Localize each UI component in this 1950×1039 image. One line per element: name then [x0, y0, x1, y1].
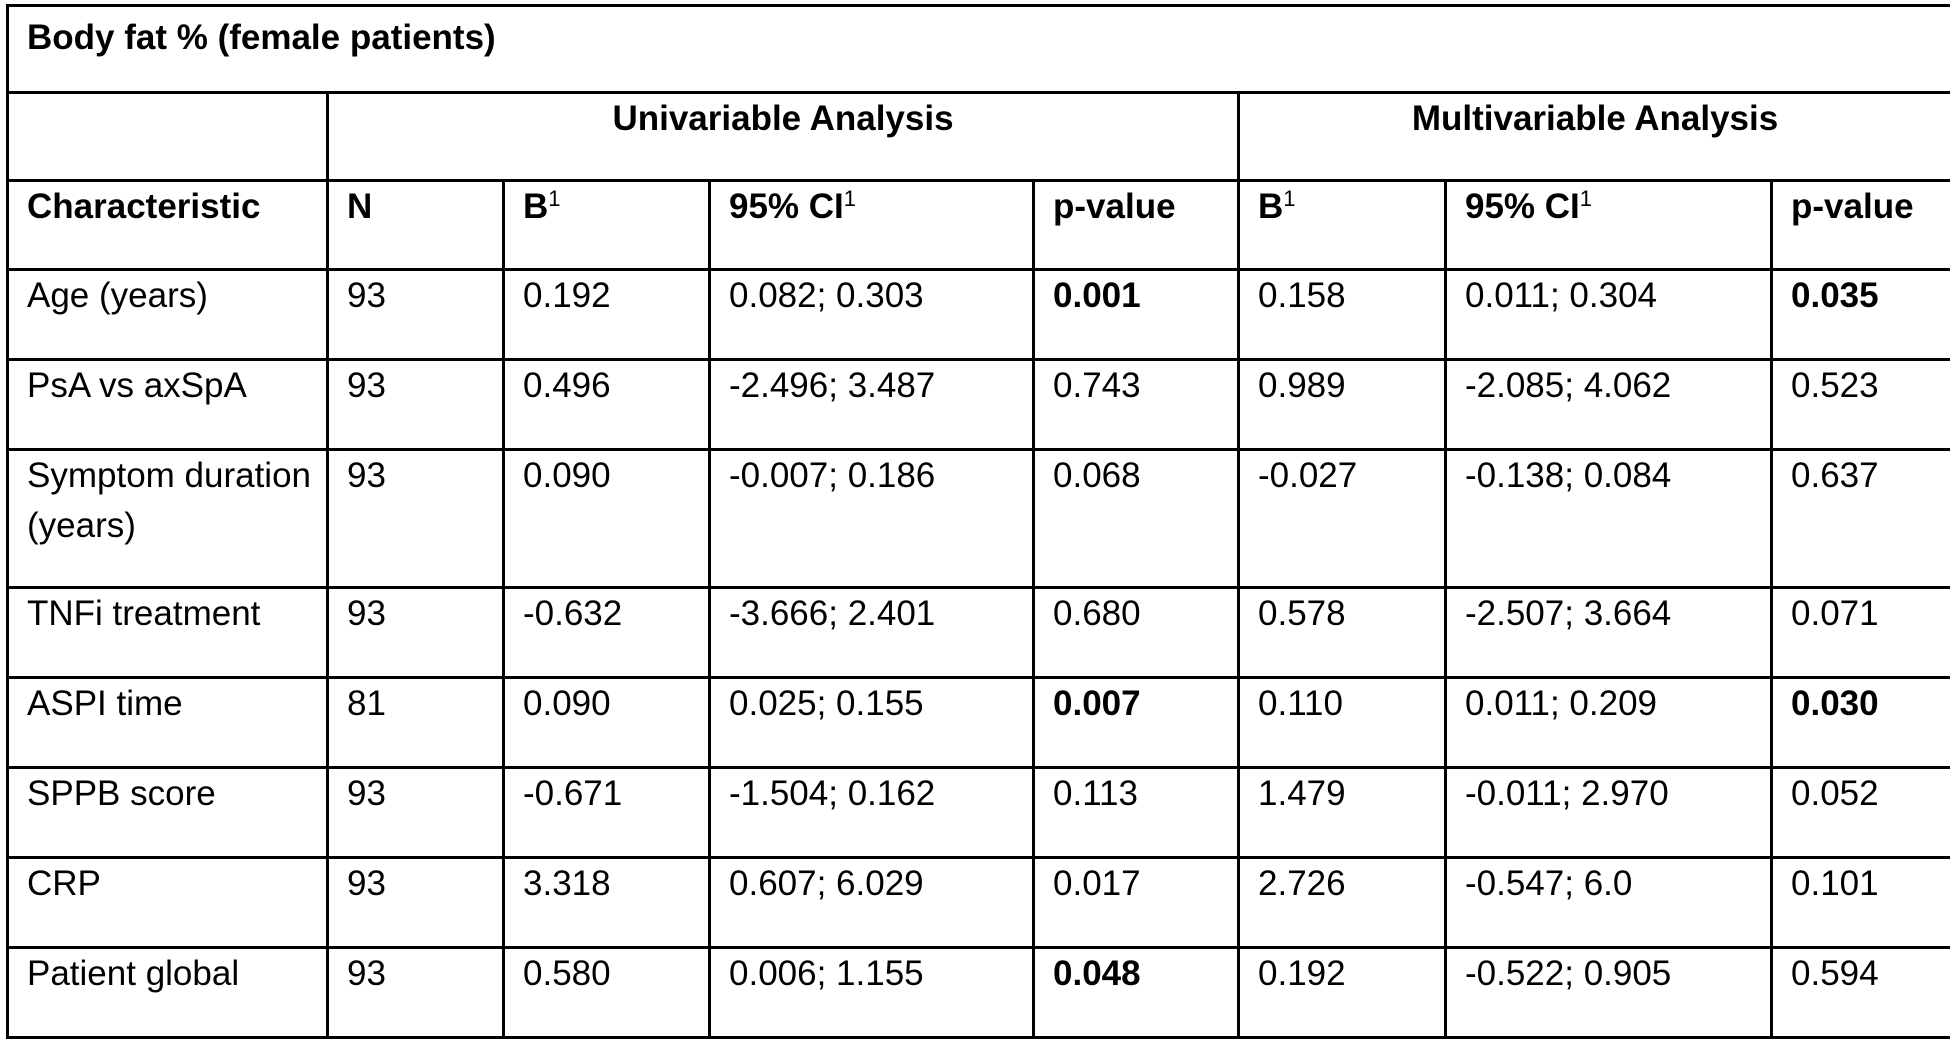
- row-uni-ci: -0.007; 0.186: [710, 450, 1034, 588]
- row-uni-ci: -3.666; 2.401: [710, 588, 1034, 678]
- row-n: 93: [328, 270, 504, 360]
- row-n: 93: [328, 588, 504, 678]
- col-header-multi-p: p-value: [1772, 181, 1950, 270]
- group-header-row: Univariable Analysis Multivariable Analy…: [8, 93, 1950, 181]
- group-header-blank: [8, 93, 328, 181]
- row-multi-ci: -0.011; 2.970: [1446, 768, 1772, 858]
- col-header-uni-p: p-value: [1034, 181, 1239, 270]
- col-header-uni-b-label: B: [523, 187, 548, 226]
- row-characteristic: PsA vs axSpA: [8, 360, 328, 450]
- row-multi-p: 0.523: [1772, 360, 1950, 450]
- row-uni-ci: 0.607; 6.029: [710, 858, 1034, 948]
- title-row: Body fat % (female patients): [8, 6, 1950, 93]
- row-multi-ci: -2.085; 4.062: [1446, 360, 1772, 450]
- row-multi-b: 0.989: [1239, 360, 1446, 450]
- table-row: ASPI time 81 0.090 0.025; 0.155 0.007 0.…: [8, 678, 1950, 768]
- table-row: TNFi treatment 93 -0.632 -3.666; 2.401 0…: [8, 588, 1950, 678]
- row-multi-b: 1.479: [1239, 768, 1446, 858]
- table-title: Body fat % (female patients): [8, 6, 1950, 93]
- row-uni-p: 0.743: [1034, 360, 1239, 450]
- row-multi-ci: -0.138; 0.084: [1446, 450, 1772, 588]
- row-characteristic: Symptom duration (years): [8, 450, 328, 588]
- row-n: 93: [328, 450, 504, 588]
- row-characteristic: ASPI time: [8, 678, 328, 768]
- row-multi-ci: -0.547; 6.0: [1446, 858, 1772, 948]
- row-multi-b: 0.110: [1239, 678, 1446, 768]
- row-uni-ci: 0.082; 0.303: [710, 270, 1034, 360]
- row-uni-p: 0.001: [1034, 270, 1239, 360]
- row-multi-b: 0.192: [1239, 948, 1446, 1038]
- row-uni-ci: 0.006; 1.155: [710, 948, 1034, 1038]
- row-uni-ci: -1.504; 0.162: [710, 768, 1034, 858]
- multivariable-group-header: Multivariable Analysis: [1239, 93, 1950, 181]
- row-uni-b: 3.318: [504, 858, 710, 948]
- column-header-row: Characteristic N B1 95% CI1 p-value B1 9…: [8, 181, 1950, 270]
- col-header-multi-ci-label: 95% CI: [1465, 187, 1580, 226]
- row-multi-ci: -2.507; 3.664: [1446, 588, 1772, 678]
- row-multi-b: 0.578: [1239, 588, 1446, 678]
- row-multi-p: 0.637: [1772, 450, 1950, 588]
- row-uni-ci: -2.496; 3.487: [710, 360, 1034, 450]
- row-characteristic: Age (years): [8, 270, 328, 360]
- col-header-uni-ci: 95% CI1: [710, 181, 1034, 270]
- row-characteristic: Patient global: [8, 948, 328, 1038]
- row-multi-p: 0.030: [1772, 678, 1950, 768]
- row-multi-p: 0.071: [1772, 588, 1950, 678]
- row-multi-ci: -0.522; 0.905: [1446, 948, 1772, 1038]
- row-characteristic: CRP: [8, 858, 328, 948]
- row-characteristic: SPPB score: [8, 768, 328, 858]
- results-table: Body fat % (female patients) Univariable…: [6, 4, 1950, 1039]
- row-n: 93: [328, 948, 504, 1038]
- row-characteristic: TNFi treatment: [8, 588, 328, 678]
- row-uni-b: -0.671: [504, 768, 710, 858]
- row-n: 93: [328, 858, 504, 948]
- row-uni-p: 0.017: [1034, 858, 1239, 948]
- table-row: Age (years) 93 0.192 0.082; 0.303 0.001 …: [8, 270, 1950, 360]
- row-multi-p: 0.101: [1772, 858, 1950, 948]
- row-multi-b: -0.027: [1239, 450, 1446, 588]
- row-uni-ci: 0.025; 0.155: [710, 678, 1034, 768]
- row-uni-b: 0.192: [504, 270, 710, 360]
- col-header-multi-b-label: B: [1258, 187, 1283, 226]
- row-uni-b: -0.632: [504, 588, 710, 678]
- row-uni-p: 0.048: [1034, 948, 1239, 1038]
- footnote-marker: 1: [548, 186, 560, 211]
- col-header-uni-ci-label: 95% CI: [729, 187, 844, 226]
- footnote-marker: 1: [1580, 186, 1592, 211]
- row-uni-b: 0.496: [504, 360, 710, 450]
- row-multi-p: 0.035: [1772, 270, 1950, 360]
- footnote-marker: 1: [844, 186, 856, 211]
- row-multi-b: 2.726: [1239, 858, 1446, 948]
- col-header-multi-ci: 95% CI1: [1446, 181, 1772, 270]
- table-row: Symptom duration (years) 93 0.090 -0.007…: [8, 450, 1950, 588]
- univariable-group-header: Univariable Analysis: [328, 93, 1239, 181]
- col-header-characteristic: Characteristic: [8, 181, 328, 270]
- row-multi-p: 0.594: [1772, 948, 1950, 1038]
- row-n: 93: [328, 360, 504, 450]
- col-header-multi-b: B1: [1239, 181, 1446, 270]
- table-row: CRP 93 3.318 0.607; 6.029 0.017 2.726 -0…: [8, 858, 1950, 948]
- row-multi-ci: 0.011; 0.304: [1446, 270, 1772, 360]
- row-uni-b: 0.090: [504, 450, 710, 588]
- row-uni-p: 0.007: [1034, 678, 1239, 768]
- row-multi-b: 0.158: [1239, 270, 1446, 360]
- row-uni-b: 0.090: [504, 678, 710, 768]
- row-multi-ci: 0.011; 0.209: [1446, 678, 1772, 768]
- row-multi-p: 0.052: [1772, 768, 1950, 858]
- row-uni-b: 0.580: [504, 948, 710, 1038]
- table-row: PsA vs axSpA 93 0.496 -2.496; 3.487 0.74…: [8, 360, 1950, 450]
- row-uni-p: 0.680: [1034, 588, 1239, 678]
- row-uni-p: 0.113: [1034, 768, 1239, 858]
- table-row: SPPB score 93 -0.671 -1.504; 0.162 0.113…: [8, 768, 1950, 858]
- footnote-marker: 1: [1283, 186, 1295, 211]
- row-n: 81: [328, 678, 504, 768]
- row-uni-p: 0.068: [1034, 450, 1239, 588]
- col-header-n: N: [328, 181, 504, 270]
- row-n: 93: [328, 768, 504, 858]
- table-row: Patient global 93 0.580 0.006; 1.155 0.0…: [8, 948, 1950, 1038]
- col-header-uni-b: B1: [504, 181, 710, 270]
